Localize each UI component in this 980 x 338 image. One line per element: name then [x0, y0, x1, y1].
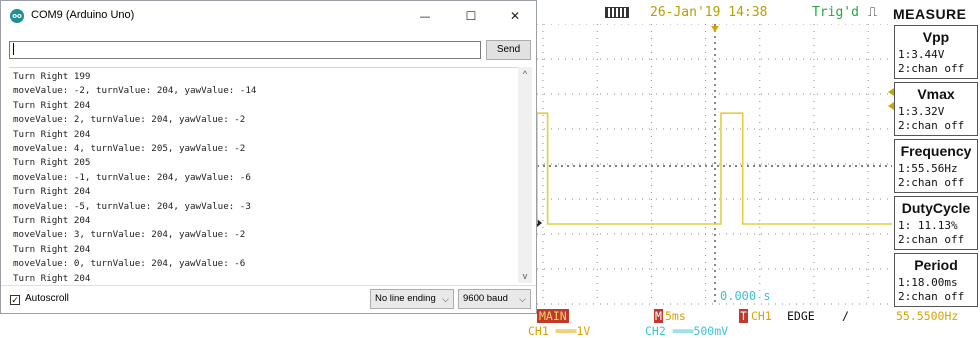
measurement-name: Frequency — [900, 143, 972, 159]
measurement-frequency[interactable]: Frequency 1:55.56Hz 2:chan off — [894, 139, 978, 193]
title-bar[interactable]: oo COM9 (Arduino Uno) — ☐ ✕ — [1, 1, 536, 31]
output-line: moveValue: -1, turnValue: 204, yawValue:… — [13, 171, 251, 183]
channel-ground-icon — [537, 219, 542, 227]
measurement-ch2-status: 2:chan off — [898, 290, 965, 303]
output-line: moveValue: 2, turnValue: 204, yawValue: … — [13, 114, 246, 126]
serial-input-field[interactable] — [9, 41, 481, 59]
output-line: Turn Right 204 — [13, 128, 91, 140]
minimize-icon: — — [419, 9, 431, 23]
minimize-button[interactable]: — — [403, 3, 447, 29]
trigger-frequency: 55.5500Hz — [896, 309, 959, 323]
output-line: moveValue: 0, turnValue: 204, yawValue: … — [13, 258, 246, 270]
chevron-down-icon: ⌵ — [519, 294, 526, 304]
output-line: moveValue: -2, turnValue: 204, yawValue:… — [13, 85, 257, 97]
trigger-type: EDGE — [787, 309, 815, 323]
window-title: COM9 (Arduino Uno) — [31, 9, 135, 21]
trigger-status: Trig'd — [812, 5, 859, 20]
output-line: Turn Right 204 — [13, 272, 91, 284]
timebase-mode: MAIN — [537, 309, 569, 323]
trigger-position-icon — [711, 26, 719, 32]
output-line: Turn Right 199 — [13, 71, 91, 82]
autoscroll-label[interactable]: Autoscroll — [25, 293, 69, 304]
output-line: Turn Right 204 — [13, 243, 91, 255]
scroll-up-icon[interactable]: ^ — [522, 69, 528, 79]
timebase-value: 5ms — [665, 309, 686, 323]
measurement-dutycycle[interactable]: DutyCycle 1: 11.13% 2:chan off — [894, 196, 978, 250]
measure-menu: Vpp 1:3.44V 2:chan off Vmax 1:3.32V 2:chan of… — [888, 24, 980, 307]
measurement-name: Period — [914, 257, 958, 273]
main-marker-icon: M — [654, 309, 663, 323]
output-line: moveValue: 4, turnValue: 205, yawValue: … — [13, 143, 246, 155]
measurement-name: DutyCycle — [901, 200, 971, 216]
baud-rate-select[interactable]: 9600 baud ⌵ — [458, 289, 531, 309]
serial-output[interactable]: Turn Right 199 moveValue: -2, turnValue: … — [9, 67, 518, 284]
ch1-scale: CH1 ═══1V — [528, 324, 591, 338]
serial-bottom-bar: ✓ Autoscroll No line ending ⌵ 9600 baud … — [1, 285, 536, 314]
autoscroll-checkbox[interactable]: ✓ — [10, 295, 20, 305]
output-line: Turn Right 205 — [13, 157, 91, 169]
waveform-plot — [537, 24, 892, 305]
trigger-marker-icon: T — [739, 309, 748, 323]
text-cursor — [13, 43, 14, 55]
output-line: Turn Right 204 — [13, 215, 91, 227]
time-offset-readout: 0.000 s — [720, 289, 771, 303]
output-line: Turn Right 204 — [13, 99, 91, 111]
ch2-scale: CH2 ═══500mV — [645, 324, 729, 338]
output-line: moveValue: 3, turnValue: 204, yawValue: … — [13, 229, 246, 241]
vertical-scrollbar[interactable]: ^ v — [518, 67, 532, 283]
measurement-vmax[interactable]: Vmax 1:3.32V 2:chan off — [888, 82, 978, 136]
send-button[interactable]: Send — [486, 40, 531, 60]
usb-icon — [605, 7, 629, 18]
measurement-value: 1:3.44V — [898, 48, 945, 61]
scope-status-bar: MAIN M 5ms T CH1 EDGE / 55.5500Hz CH1 ══… — [528, 307, 980, 338]
measurement-ch2-status: 2:chan off — [898, 176, 965, 189]
selection-marker-icon — [888, 102, 894, 110]
rising-slope-icon: / — [842, 309, 849, 323]
oscilloscope-screen: 26-Jan'19 14:38 Trig'd ⎍ MEASURE 0.000 s… — [528, 0, 980, 338]
measurement-value: 1: 11.13% — [898, 219, 958, 232]
maximize-icon: ☐ — [465, 9, 477, 23]
serial-monitor-window: oo COM9 (Arduino Uno) — ☐ ✕ Send Turn Ri… — [0, 0, 537, 314]
output-text: Turn Right 199 moveValue: -2, turnValue: … — [13, 70, 256, 284]
trigger-pulse-icon: ⎍ — [868, 5, 878, 20]
measurement-ch2-status: 2:chan off — [898, 233, 965, 246]
measurement-ch2-status: 2:chan off — [898, 119, 965, 132]
output-line: moveValue: -5, turnValue: 204, yawValue:… — [13, 200, 251, 212]
measurement-vpp[interactable]: Vpp 1:3.44V 2:chan off — [888, 25, 978, 96]
maximize-button[interactable]: ☐ — [449, 3, 493, 29]
chevron-down-icon: ⌵ — [442, 294, 449, 304]
output-line: Turn Right 204 — [13, 186, 91, 198]
measure-menu-title: MEASURE — [893, 6, 967, 22]
scope-datetime: 26-Jan'19 14:38 — [650, 5, 768, 20]
measurement-value: 1:3.32V — [898, 105, 945, 118]
baud-rate-value: 9600 baud — [463, 293, 508, 304]
ch1-waveform-trace — [537, 112, 892, 225]
measurement-value: 1:18.00ms — [898, 276, 958, 289]
close-button[interactable]: ✕ — [493, 3, 537, 29]
measurement-ch2-status: 2:chan off — [898, 62, 965, 75]
measurement-period[interactable]: Period 1:18.00ms 2:chan off — [894, 253, 978, 307]
measurement-name: Vmax — [917, 86, 955, 102]
trigger-source: CH1 — [751, 309, 772, 323]
arduino-icon: oo — [10, 9, 24, 23]
line-ending-select[interactable]: No line ending ⌵ — [370, 289, 454, 309]
measurement-value: 1:55.56Hz — [898, 162, 958, 175]
selection-marker-icon — [888, 88, 894, 96]
scope-top-bar: 26-Jan'19 14:38 Trig'd ⎍ MEASURE — [537, 0, 980, 24]
line-ending-value: No line ending — [375, 293, 436, 304]
measurement-name: Vpp — [922, 29, 950, 45]
scroll-down-icon[interactable]: v — [522, 271, 528, 281]
close-icon: ✕ — [509, 9, 521, 23]
